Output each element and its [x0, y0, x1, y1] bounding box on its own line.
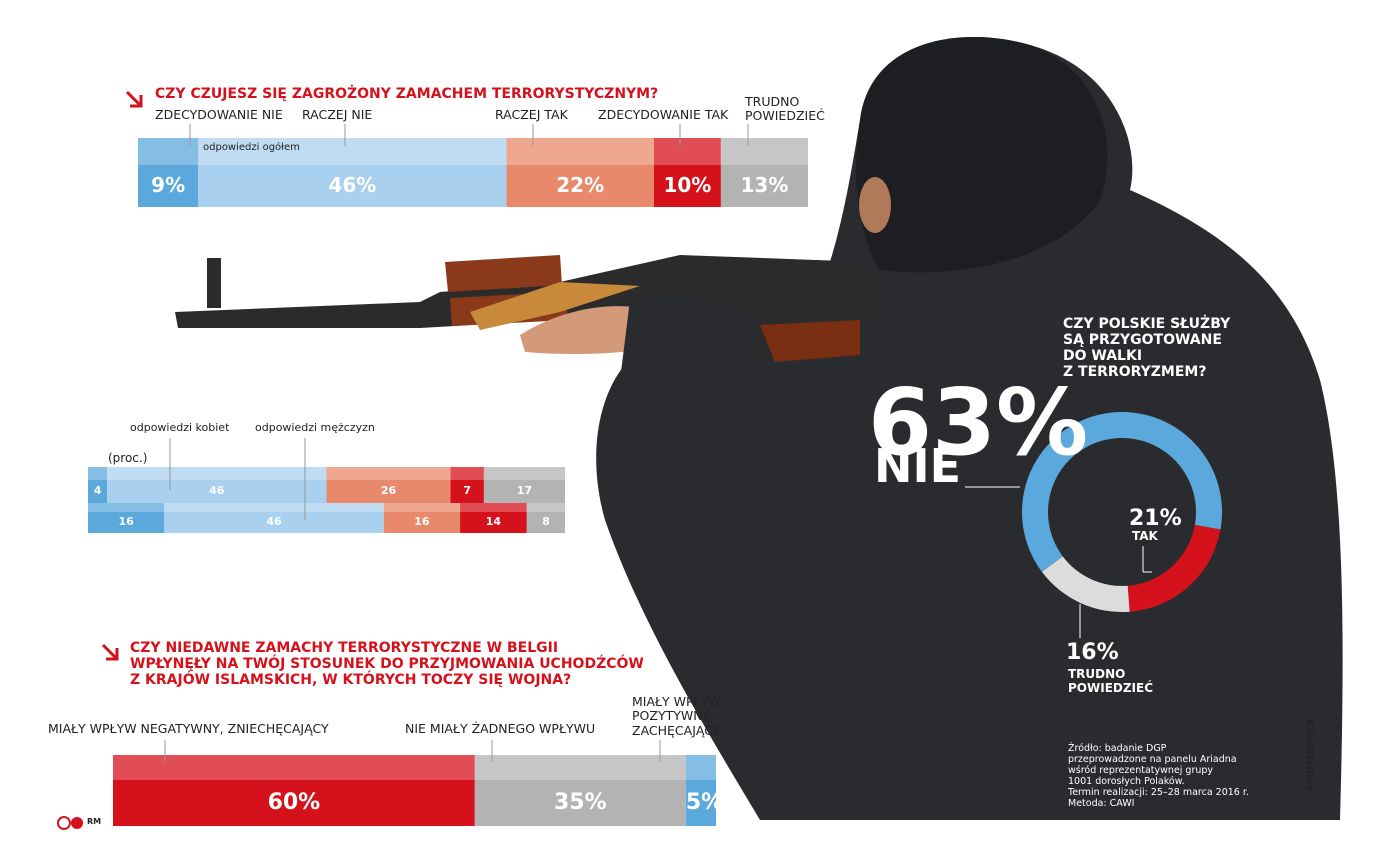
- source-note: Źródło: badanie DGP przeprowadzone na pa…: [1068, 743, 1249, 809]
- sleeve: [620, 296, 760, 409]
- bar-top: [506, 138, 654, 165]
- bar-top: [474, 755, 686, 780]
- bar-segment: [685, 780, 716, 826]
- bar-segment: [474, 780, 686, 826]
- category-label: TAK: [1132, 529, 1158, 543]
- bar-segment: [88, 512, 165, 533]
- bar-segment: [113, 780, 475, 826]
- bar-top: [88, 467, 108, 480]
- eye-hole: [859, 177, 891, 233]
- title-arrow: [101, 643, 119, 661]
- bar-top: [113, 755, 475, 780]
- bar-top: [653, 138, 721, 165]
- bar-top: [483, 467, 565, 480]
- bar-segment: [720, 165, 808, 207]
- bar-top: [685, 755, 716, 780]
- category-label: RACZEJ TAK: [495, 107, 568, 122]
- bar-top: [88, 503, 165, 512]
- value-label: 46%: [328, 173, 377, 197]
- value-label: 8: [542, 514, 550, 528]
- bar-segment: [506, 165, 654, 207]
- rifle-wood: [445, 255, 562, 292]
- value-label: 60%: [267, 789, 321, 815]
- rifle-stock: [760, 320, 860, 362]
- bar-segment: [326, 480, 451, 503]
- hand: [520, 306, 650, 355]
- category-label: MIAŁY WPŁYW POZYTYWNY, ZACHĘCAJĄCY: [632, 694, 721, 738]
- value-label: 16: [118, 514, 134, 528]
- bar-segment: [483, 480, 565, 503]
- value-label: 10%: [663, 173, 712, 197]
- value-label: 4: [93, 483, 102, 497]
- bar-segment: [107, 480, 327, 503]
- value-label: 5%: [685, 789, 724, 815]
- photo-credit: SHUTTERSTOCK: [1306, 718, 1315, 790]
- value-label: 21%: [1129, 506, 1182, 531]
- figure-silhouette: [596, 37, 1343, 821]
- donut-segment: [1041, 556, 1130, 612]
- chart-title: CZY NIEDAWNE ZAMACHY TERRORYSTYCZNE W BE…: [130, 640, 644, 689]
- value-label: 13%: [740, 173, 789, 197]
- rifle-sight: [207, 258, 221, 308]
- category-label: ZDECYDOWANIE TAK: [598, 107, 729, 122]
- category-label: ZDECYDOWANIE NIE: [155, 107, 283, 122]
- value-label: 7: [463, 483, 472, 497]
- bar-segment: [383, 512, 461, 533]
- value-label: 26: [380, 483, 397, 497]
- bar-top: [526, 503, 565, 512]
- value-label: 14: [485, 514, 502, 528]
- logo: [71, 817, 83, 829]
- value-label: 16: [414, 514, 430, 528]
- value-label: 22%: [556, 173, 605, 197]
- donut-segment: [1127, 524, 1221, 612]
- bar-segment: [450, 480, 484, 503]
- bar-top: [383, 503, 461, 512]
- legend-label: odpowiedzi kobiet: [130, 421, 230, 434]
- donut-segment: [1022, 412, 1223, 572]
- annotation: odpowiedzi ogółem: [203, 142, 300, 153]
- bar-top: [198, 138, 507, 165]
- sling: [470, 282, 640, 330]
- bar-top: [164, 503, 384, 512]
- value-label: 35%: [553, 789, 607, 815]
- value-label: 46: [266, 514, 282, 528]
- chart-title: CZY CZUJESZ SIĘ ZAGROŻONY ZAMACHEM TERRO…: [155, 86, 659, 102]
- bar-segment: [526, 512, 565, 533]
- category-label: MIAŁY WPŁYW NEGATYWNY, ZNIECHĘCAJĄCY: [48, 721, 329, 736]
- category-label: NIE: [874, 439, 962, 493]
- bar-segment: [653, 165, 721, 207]
- value-label: 46: [209, 483, 225, 497]
- category-label: RACZEJ NIE: [302, 107, 373, 122]
- chart-title: CZY POLSKIE SŁUŻBY SĄ PRZYGOTOWANE DO WA…: [1063, 316, 1231, 381]
- logo: [57, 816, 71, 830]
- value-label: 9%: [151, 173, 186, 197]
- bar-top: [720, 138, 808, 165]
- bar-top: [460, 503, 527, 512]
- value-label: 63%: [868, 369, 1089, 476]
- legend-label: odpowiedzi mężczyzn: [255, 421, 375, 434]
- hood-shade: [856, 37, 1108, 273]
- category-label: NIE MIAŁY ŻADNEGO WPŁYWU: [405, 721, 596, 736]
- title-arrow: [125, 90, 143, 108]
- bar-segment: [198, 165, 507, 207]
- unit-note: (proc.): [108, 451, 148, 465]
- bar-top: [138, 138, 199, 165]
- value-label: 17: [516, 483, 533, 497]
- bar-segment: [138, 165, 199, 207]
- category-label: TRUDNO POWIEDZIEĆ: [745, 94, 825, 124]
- bar-top: [326, 467, 451, 480]
- author: RM: [87, 817, 102, 826]
- value-label: 16%: [1066, 640, 1119, 665]
- bar-segment: [88, 480, 108, 503]
- category-label: TRUDNO POWIEDZIEĆ: [1068, 667, 1154, 695]
- bar-segment: [460, 512, 527, 533]
- bar-top: [107, 467, 327, 480]
- bar-top: [450, 467, 484, 480]
- bar-segment: [164, 512, 384, 533]
